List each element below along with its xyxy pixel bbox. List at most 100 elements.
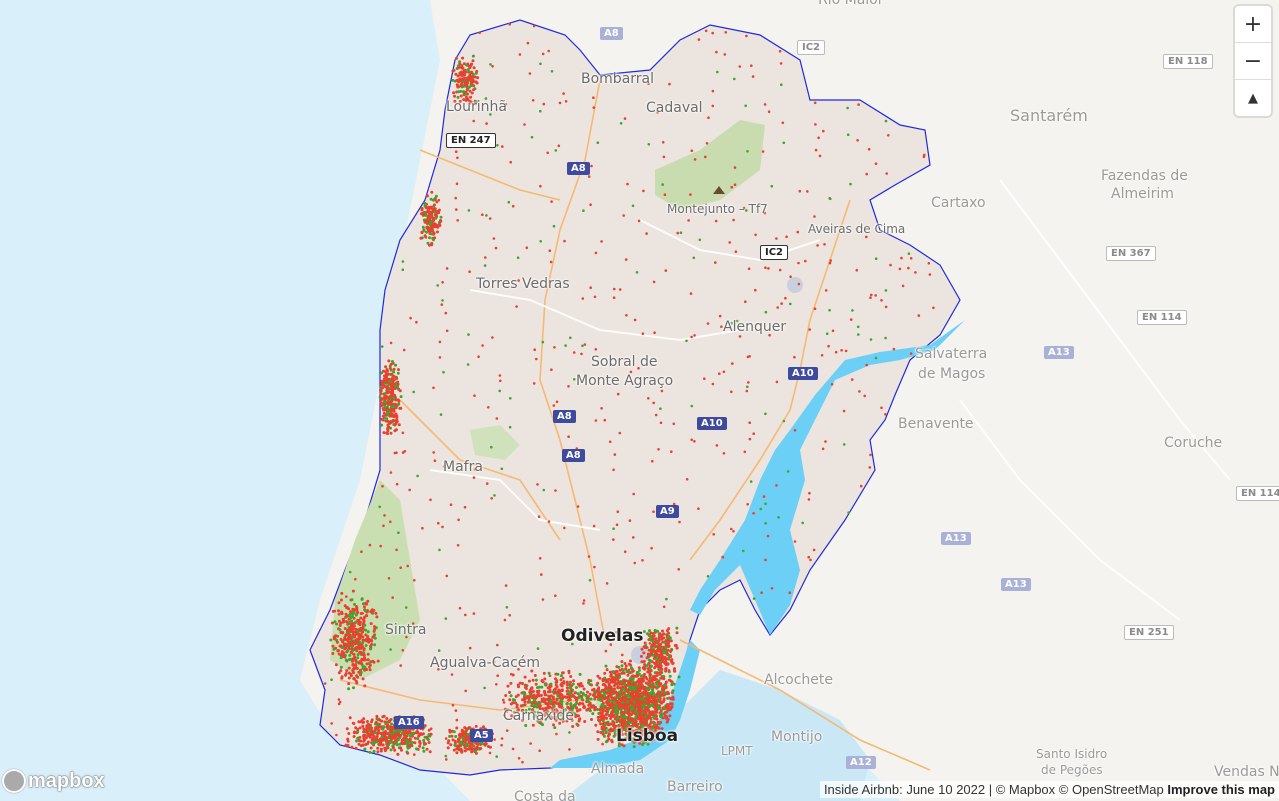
- listing-marker: [363, 747, 367, 751]
- listing-marker: [535, 705, 539, 709]
- listing-marker: [587, 555, 591, 558]
- listing-marker: [578, 672, 582, 676]
- zoom-in-button[interactable]: +: [1235, 6, 1271, 43]
- listing-marker: [601, 696, 605, 700]
- listing-marker: [352, 735, 356, 738]
- listing-marker: [389, 740, 393, 744]
- listing-marker: [643, 718, 647, 722]
- listing-marker: [600, 688, 604, 692]
- listing-marker: [798, 189, 802, 193]
- listing-marker: [654, 695, 658, 699]
- listing-marker: [599, 711, 603, 715]
- listing-marker: [555, 709, 559, 713]
- listing-marker: [711, 104, 715, 108]
- listing-marker: [738, 65, 742, 68]
- reset-bearing-button[interactable]: ▲: [1235, 80, 1271, 116]
- improve-map-link[interactable]: Improve this map: [1167, 782, 1275, 797]
- listing-marker: [666, 696, 670, 700]
- listing-marker: [382, 379, 386, 383]
- listing-marker: [665, 652, 669, 656]
- listing-marker: [413, 753, 416, 756]
- listing-marker: [471, 54, 475, 58]
- listing-marker: [615, 523, 619, 527]
- listing-marker: [355, 606, 359, 610]
- listing-marker: [639, 695, 643, 699]
- listing-marker: [768, 333, 771, 337]
- listing-marker: [647, 397, 650, 400]
- listing-marker: [636, 673, 640, 677]
- listing-marker: [685, 478, 689, 481]
- listing-marker: [824, 440, 827, 443]
- listing-marker: [647, 143, 651, 146]
- listing-marker: [706, 322, 710, 325]
- listing-marker: [646, 736, 650, 740]
- listing-marker: [566, 692, 569, 696]
- listing-marker: [490, 497, 494, 500]
- listing-marker: [661, 629, 664, 633]
- listing-marker: [612, 468, 615, 472]
- listing-marker: [569, 710, 573, 714]
- listing-marker: [345, 727, 349, 731]
- listing-marker: [364, 601, 368, 605]
- listing-marker: [390, 405, 394, 409]
- listing-marker: [361, 743, 365, 747]
- listing-marker: [661, 141, 665, 144]
- road-shield: EN 114: [1236, 486, 1279, 501]
- zoom-out-button[interactable]: −: [1235, 43, 1271, 80]
- road-shield: A8: [600, 27, 623, 40]
- listing-marker: [901, 284, 905, 288]
- listing-marker: [626, 182, 629, 186]
- listing-marker: [614, 729, 618, 732]
- listing-marker: [660, 701, 664, 705]
- listing-marker: [642, 660, 646, 663]
- listing-marker: [631, 732, 635, 736]
- listing-marker: [483, 686, 486, 690]
- place-label: Almeirim: [1111, 186, 1174, 202]
- listing-marker: [409, 741, 413, 745]
- listing-marker: [704, 29, 708, 33]
- listing-marker: [850, 378, 854, 381]
- listing-marker: [622, 721, 626, 725]
- listing-marker: [456, 544, 460, 547]
- listing-marker: [602, 691, 606, 695]
- listing-marker: [567, 669, 571, 673]
- listing-marker: [560, 689, 564, 693]
- listing-marker: [471, 72, 475, 76]
- listing-marker: [354, 577, 357, 581]
- listing-marker: [870, 293, 873, 297]
- listing-marker: [337, 702, 341, 706]
- listing-marker: [647, 669, 651, 673]
- listing-marker: [504, 103, 508, 106]
- listing-marker: [532, 382, 536, 385]
- listing-marker: [340, 610, 344, 614]
- listing-marker: [500, 467, 504, 471]
- listing-marker: [720, 325, 723, 329]
- listing-marker: [365, 614, 369, 618]
- listing-marker: [639, 706, 643, 710]
- listing-marker: [406, 564, 410, 568]
- listing-marker: [689, 193, 692, 196]
- listing-marker: [380, 423, 384, 427]
- listing-marker: [502, 698, 505, 702]
- listing-marker: [489, 113, 492, 116]
- mapbox-logo[interactable]: mapbox: [2, 769, 105, 793]
- listing-marker: [563, 239, 566, 243]
- listing-marker: [390, 728, 394, 732]
- listing-marker: [345, 615, 348, 619]
- listing-marker: [549, 700, 553, 704]
- listing-marker: [551, 709, 555, 713]
- listing-marker: [558, 694, 562, 697]
- listing-marker: [697, 38, 701, 41]
- listing-marker: [363, 684, 367, 688]
- listing-marker: [524, 696, 528, 700]
- listing-marker: [636, 704, 640, 708]
- listing-marker: [784, 296, 787, 300]
- listing-marker: [626, 689, 630, 693]
- listing-marker: [369, 746, 373, 750]
- listing-marker: [639, 654, 643, 658]
- listing-marker: [345, 669, 349, 673]
- listing-marker: [577, 695, 581, 699]
- listing-marker: [360, 657, 364, 661]
- listing-marker: [511, 204, 515, 208]
